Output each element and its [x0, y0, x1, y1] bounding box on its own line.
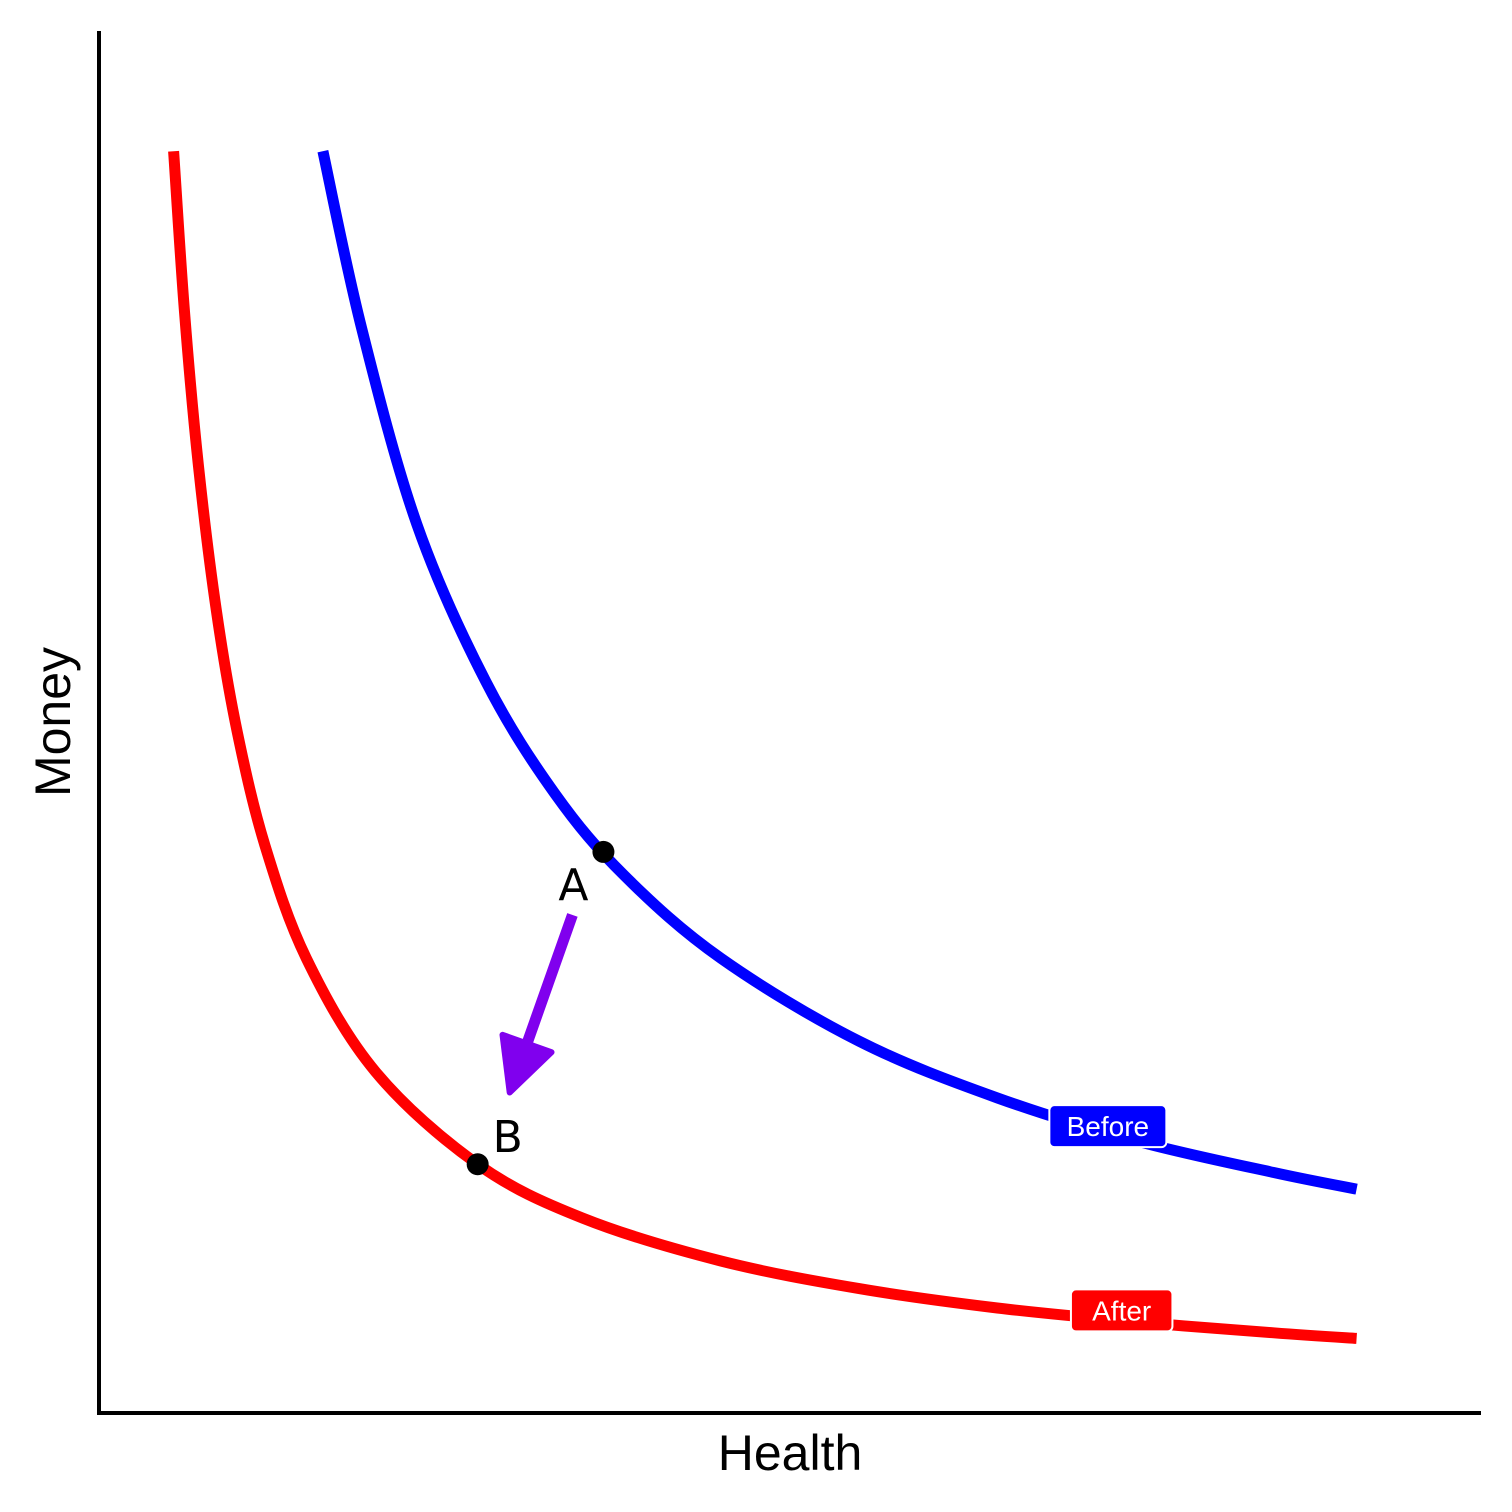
point-a: [592, 840, 615, 863]
point-label-a: A: [558, 860, 588, 911]
point-label-b: B: [493, 1112, 523, 1163]
y-axis-label: Money: [25, 647, 81, 797]
curve-label-text: After: [1092, 1295, 1151, 1326]
curve-label-before: Before: [1048, 1104, 1168, 1149]
curve-label-text: Before: [1067, 1111, 1150, 1142]
arrow-shaft: [514, 913, 578, 1067]
points-layer: AB: [466, 840, 615, 1176]
curve-labels-layer: Before After: [1048, 1104, 1174, 1333]
curves-layer: [168, 150, 1358, 1344]
curve-label-box: [1069, 1288, 1174, 1333]
curve-label-after: After: [1069, 1288, 1174, 1333]
curve-before: [317, 150, 1358, 1195]
point-b: [466, 1153, 489, 1176]
arrow-layer: [499, 913, 578, 1096]
curve-after: [168, 150, 1357, 1344]
curve-label-box: [1048, 1104, 1168, 1149]
arrow-head: [499, 1031, 555, 1096]
x-axis-label: Health: [718, 1425, 863, 1481]
